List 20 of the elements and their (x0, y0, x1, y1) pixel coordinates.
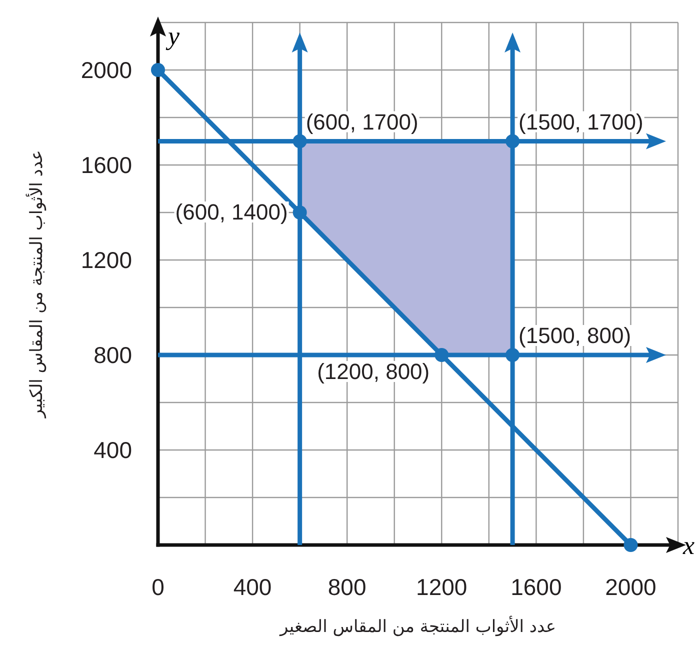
x-tick-label: 800 (328, 574, 366, 600)
y-tick-label: 2000 (80, 57, 132, 83)
y-tick-label: 1600 (80, 152, 132, 178)
x-tick-label: 0 (152, 574, 164, 600)
y-tick-label: 800 (94, 342, 132, 368)
data-label: (1500, 800) (518, 323, 632, 348)
data-label: (1200, 800) (317, 359, 430, 384)
text: x (682, 531, 695, 560)
y-tick-label: 400 (94, 437, 132, 463)
y-axis-title: عدد الأثواب المنتجة من المقاس الكبير (25, 150, 47, 419)
data-label: (1500, 1700) (518, 109, 644, 134)
x-tick-label: 1200 (416, 574, 468, 600)
x-tick-label: 2000 (605, 574, 656, 600)
y-tick-label: 1200 (80, 247, 132, 273)
x-tick-label: 1600 (510, 574, 562, 600)
annotation: y (165, 22, 180, 50)
x-tick-label: 400 (233, 574, 272, 600)
x-axis-title: عدد الأثواب المنتجة من المقاس الصغير (278, 615, 556, 637)
data-label: (600, 1700) (306, 109, 418, 134)
data-label: (600, 1400) (175, 200, 288, 224)
